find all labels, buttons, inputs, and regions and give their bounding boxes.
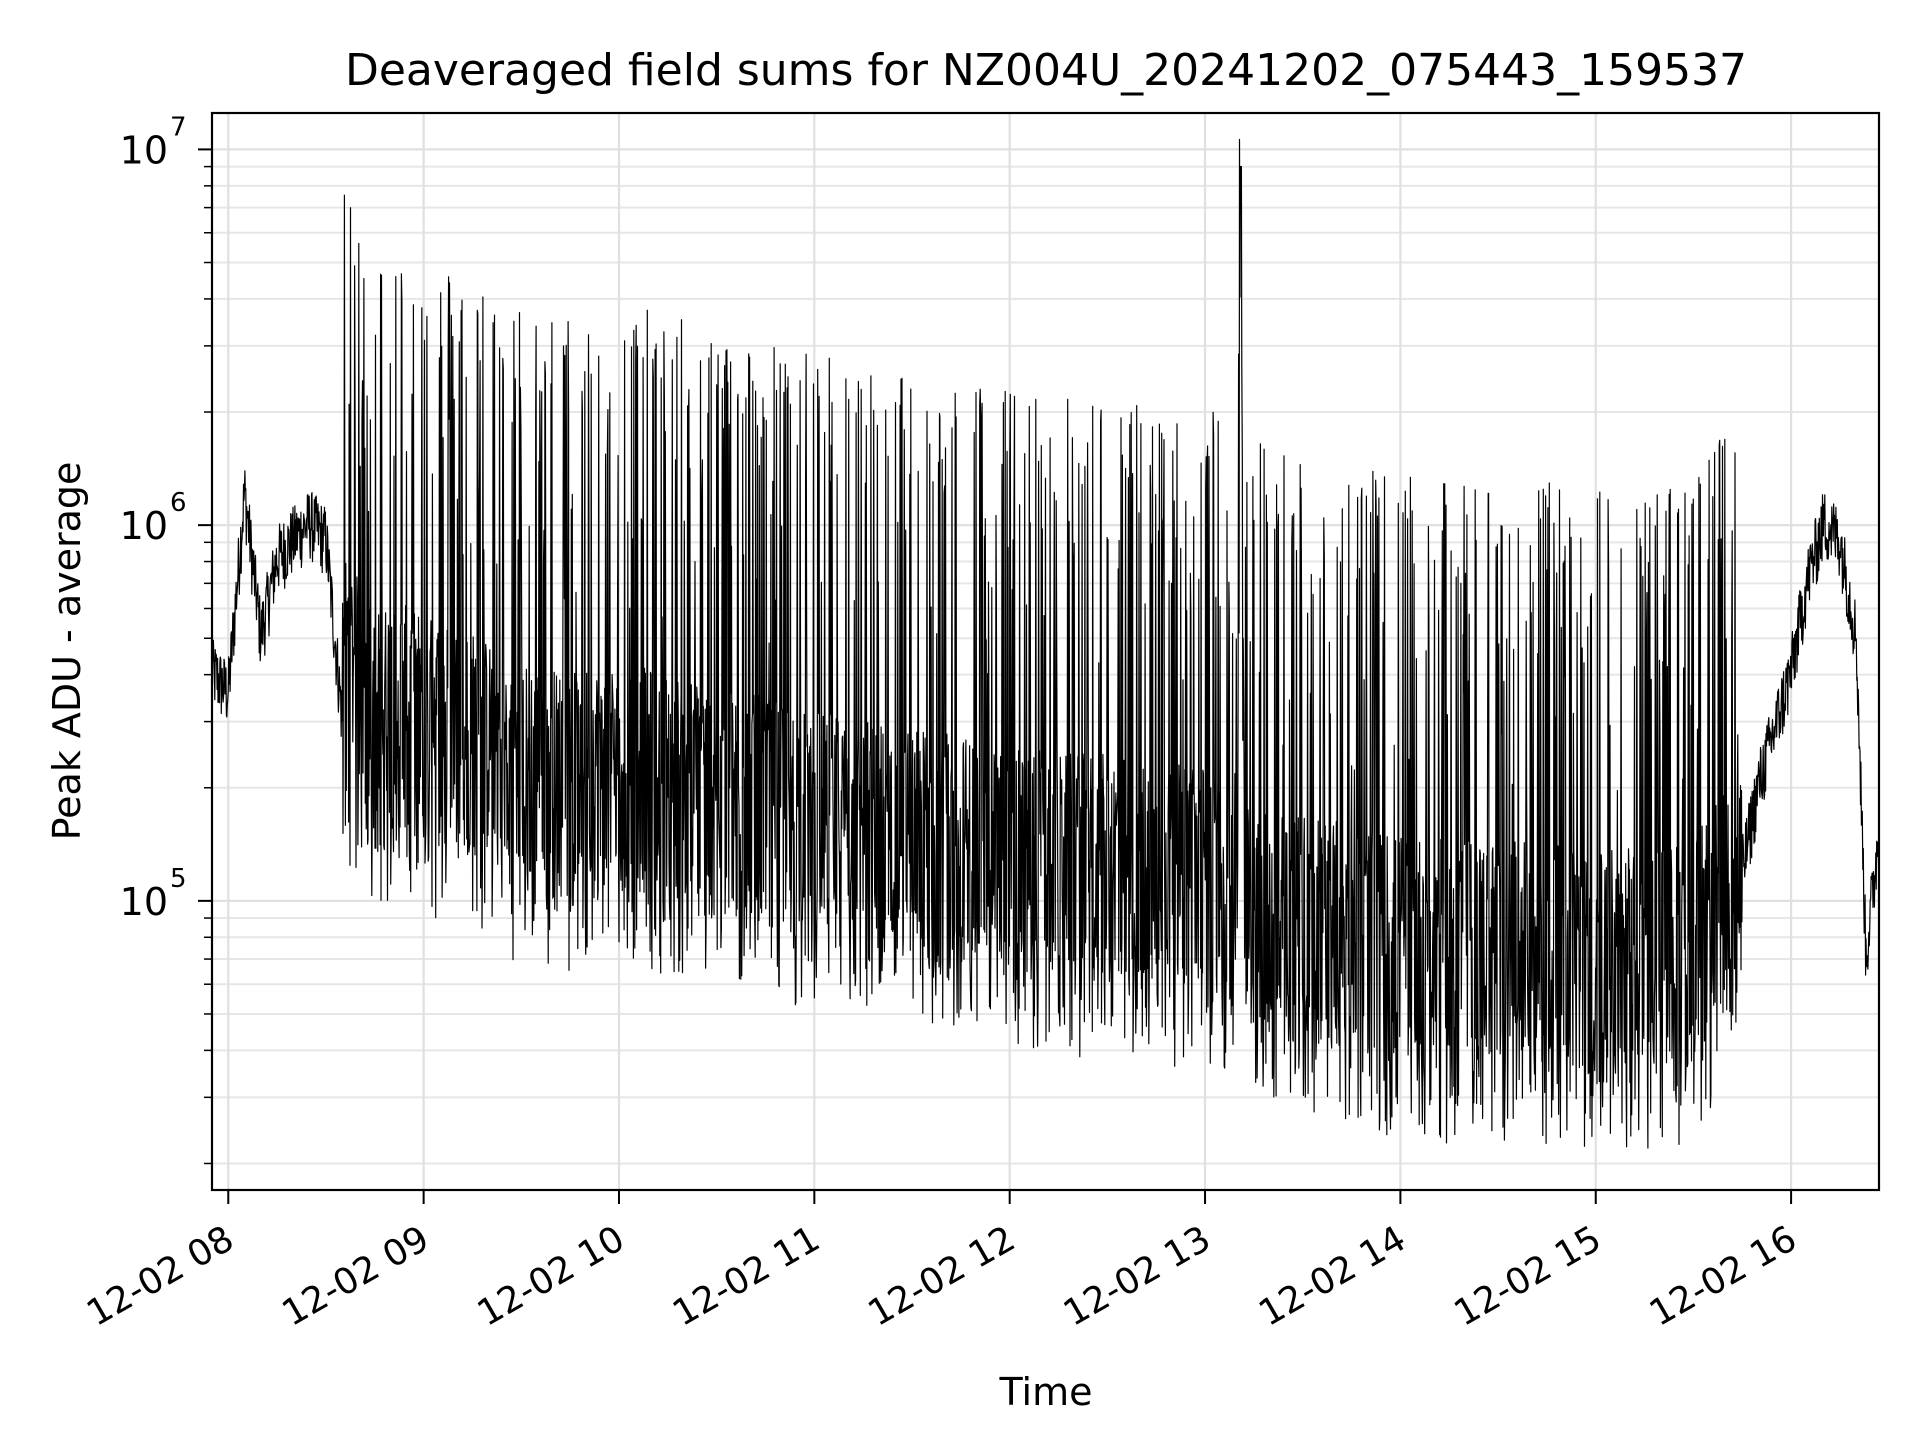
series-layer	[212, 138, 1879, 1149]
y-tick-exponent: 7	[170, 112, 187, 142]
chart-title: Deaveraged field sums for NZ004U_2024120…	[345, 45, 1747, 96]
y-tick-exponent: 6	[170, 488, 187, 518]
y-tick-label: 10	[120, 128, 168, 172]
y-axis-label: Peak ADU - average	[45, 462, 89, 841]
y-tick-label: 10	[120, 504, 168, 548]
plot-frame	[210, 111, 1881, 1192]
series-line	[212, 138, 1879, 1149]
x-axis-label: Time	[999, 1370, 1093, 1414]
y-tick-exponent: 5	[170, 864, 187, 894]
y-tick-label: 10	[120, 880, 168, 924]
